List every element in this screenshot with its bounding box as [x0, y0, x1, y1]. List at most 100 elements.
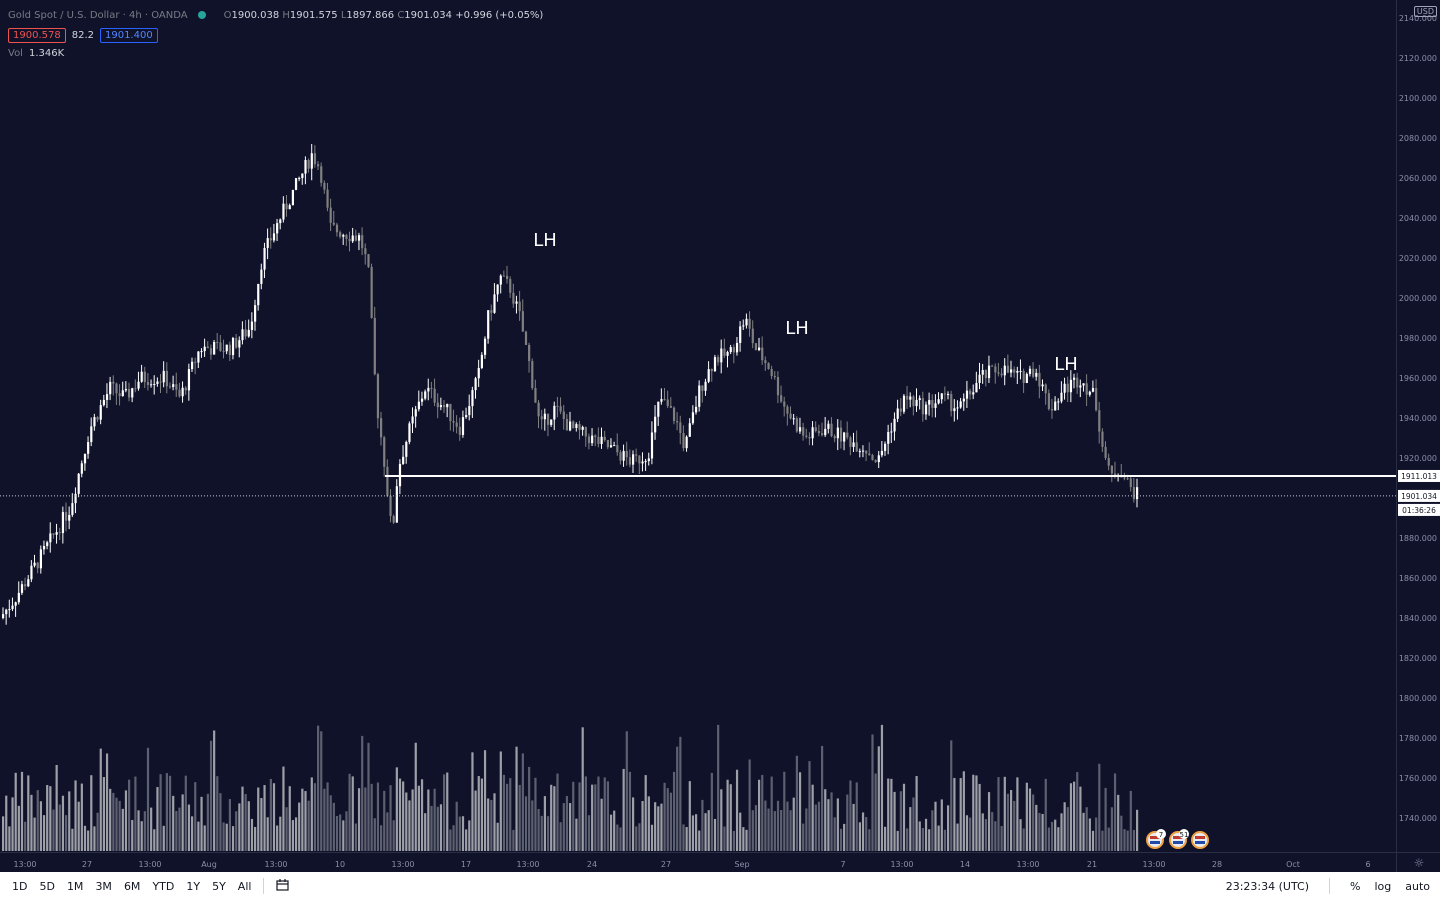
bid-button[interactable]: 1900.578: [8, 27, 66, 43]
volume-bar: [1132, 829, 1136, 851]
volume-bar: [238, 803, 241, 851]
candle-body: [389, 495, 392, 517]
candle-body: [417, 401, 420, 410]
volume-bar: [1095, 817, 1098, 851]
volume-bar: [493, 793, 496, 851]
lower-high-annotation[interactable]: LH: [785, 318, 809, 339]
candle-body: [846, 432, 849, 438]
volume-bar: [587, 815, 591, 851]
candle-body: [1010, 369, 1013, 373]
candle-body: [68, 514, 71, 521]
utc-clock[interactable]: 23:23:34 (UTC): [1225, 879, 1309, 893]
volume-bar: [603, 777, 606, 851]
volume-bar: [20, 771, 24, 851]
lower-high-annotation[interactable]: LH: [1054, 354, 1078, 375]
volume-bar: [194, 782, 197, 851]
ask-button[interactable]: 1901.400: [99, 27, 158, 43]
candle-body: [348, 238, 351, 242]
candle-body: [650, 432, 654, 459]
percent-scale-toggle[interactable]: %: [1350, 879, 1361, 893]
volume-bar: [660, 803, 663, 851]
volume-bar: [1013, 800, 1016, 851]
volume-bar: [1069, 783, 1073, 851]
volume-bar: [216, 776, 219, 851]
time-scale-axis[interactable]: 13:00 27 13:00 Aug 13:00 10 13:00 17 13:00 24 27 Se…: [0, 853, 1396, 873]
log-scale-toggle[interactable]: log: [1374, 879, 1392, 893]
economic-event-flag-icon[interactable]: [1191, 831, 1209, 849]
volume-bar: [975, 775, 978, 851]
candle-body: [1088, 391, 1091, 395]
candle-body: [83, 453, 87, 464]
candle-body: [748, 318, 751, 329]
currency-badge[interactable]: USD: [1413, 6, 1437, 17]
candle-body: [128, 389, 131, 398]
range-5d-button[interactable]: 5D: [39, 879, 55, 893]
price-tick-label: 2120.000: [1399, 54, 1437, 63]
candle-body: [24, 584, 27, 587]
candle-body: [767, 363, 770, 370]
volume-bar: [46, 785, 49, 851]
time-scale[interactable]: 13:00 27 13:00 Aug 13:00 10 13:00 17 13:00 24 27 Se…: [0, 852, 1396, 873]
candle-body: [606, 440, 609, 448]
candle-body: [679, 422, 682, 434]
volume-bar: [354, 823, 357, 851]
range-1d-button[interactable]: 1D: [12, 879, 28, 893]
candle-body: [865, 450, 868, 454]
candle-body: [814, 427, 817, 432]
volume-bar: [783, 771, 786, 851]
candle-body: [770, 369, 773, 377]
scale-controls: 23:23:34 (UTC) % log auto: [1226, 878, 1440, 894]
candle-body: [49, 533, 52, 543]
candle-body: [304, 160, 307, 174]
candle-body: [74, 493, 77, 504]
price-scale-axis[interactable]: 2140.000 2120.000 2100.000 2080.000 2060.000…: [1397, 0, 1440, 852]
volume-bar: [143, 811, 146, 851]
volume-bar: [509, 778, 512, 851]
candle-body: [918, 398, 921, 400]
volume-bars: [2, 724, 1139, 851]
lower-high-annotation[interactable]: LH: [533, 230, 557, 251]
candle-body: [915, 399, 918, 407]
volume-bar: [959, 778, 962, 851]
volume-bar: [131, 819, 134, 851]
range-6m-button[interactable]: 6M: [123, 879, 141, 893]
volume-bar: [430, 805, 433, 851]
range-all-button[interactable]: All: [237, 879, 252, 893]
volume-bar: [735, 769, 739, 851]
candle-body: [1016, 370, 1019, 373]
volume-bar: [276, 825, 279, 851]
volume-bar: [1117, 794, 1120, 851]
chart-pane[interactable]: LH LH LH 7 51 Gold Spot / U.S. Dollar · 4h ·…: [0, 0, 1396, 852]
volume-bar: [742, 827, 745, 851]
range-1m-button[interactable]: 1M: [66, 879, 84, 893]
volume-bar: [1054, 819, 1057, 851]
range-3m-button[interactable]: 3M: [95, 879, 112, 893]
range-5y-button[interactable]: 5Y: [212, 879, 226, 893]
volume-bar: [638, 823, 641, 851]
price-tick-label: 1820.000: [1399, 654, 1437, 663]
volume-bar: [272, 783, 276, 851]
range-ytd-button[interactable]: YTD: [152, 879, 175, 893]
price-scale[interactable]: 2140.000 2120.000 2100.000 2080.000 2060.000…: [1396, 0, 1440, 852]
auto-scale-toggle[interactable]: auto: [1405, 879, 1430, 893]
volume-bar: [632, 797, 635, 851]
volume-label[interactable]: Vol: [8, 47, 23, 59]
candle-body: [515, 301, 518, 304]
volume-bar: [74, 780, 77, 851]
chart-settings-gear-icon[interactable]: ☼: [1396, 852, 1440, 873]
volume-bar: [213, 730, 216, 851]
candle-body: [402, 456, 405, 464]
go-to-date-icon[interactable]: [270, 878, 296, 894]
candle-body: [751, 328, 754, 344]
range-1y-button[interactable]: 1Y: [186, 879, 201, 893]
volume-bar: [713, 818, 717, 851]
volume-bar: [452, 825, 455, 851]
candle-body: [109, 381, 112, 395]
volume-bar: [1126, 830, 1129, 851]
chart-legend: Gold Spot / U.S. Dollar · 4h · OANDA O19…: [8, 6, 543, 62]
volume-bar: [732, 830, 735, 851]
volume-bar: [364, 787, 367, 851]
candle-body: [228, 344, 231, 356]
symbol-title[interactable]: Gold Spot / U.S. Dollar · 4h · OANDA: [8, 9, 188, 21]
